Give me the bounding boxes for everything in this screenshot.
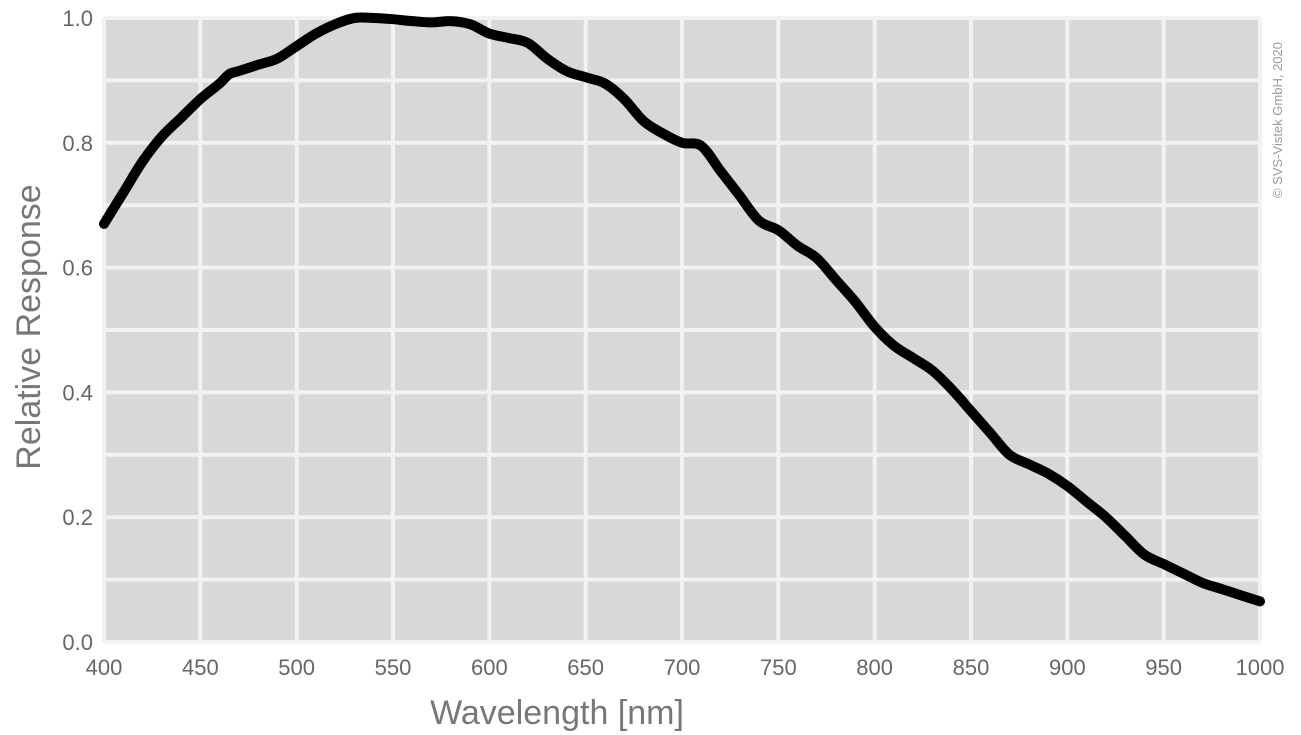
x-tick-label: 400 [86,655,123,680]
x-tick-label: 950 [1145,655,1182,680]
x-tick-label: 600 [471,655,508,680]
y-axis-ticks: 0.0 0.2 0.4 0.6 0.8 1.0 [62,6,93,655]
x-tick-label: 500 [278,655,315,680]
x-tick-label: 550 [375,655,412,680]
x-tick-label: 450 [182,655,219,680]
series-line [99,12,1265,607]
x-tick-label: 700 [664,655,701,680]
x-axis-label: Wavelength [nm] [430,694,684,732]
y-tick-label: 0.2 [62,505,93,530]
y-tick-label: 0.6 [62,256,93,281]
y-tick-label: 0.0 [62,630,93,655]
x-tick-label: 750 [760,655,797,680]
y-axis-label: Relative Response [10,184,48,469]
x-tick-label: 1000 [1236,655,1285,680]
y-tick-label: 1.0 [62,6,93,31]
x-tick-label: 800 [856,655,893,680]
y-tick-label: 0.4 [62,380,93,405]
x-tick-label: 900 [1049,655,1086,680]
copyright-annotation: © SVS-Vistek GmbH, 2020 [1270,42,1285,198]
x-axis-ticks: 400 450 500 550 600 650 700 750 800 850 900 950 1000 [86,655,1285,680]
y-tick-label: 0.8 [62,131,93,156]
x-tick-label: 850 [953,655,990,680]
x-tick-label: 650 [567,655,604,680]
